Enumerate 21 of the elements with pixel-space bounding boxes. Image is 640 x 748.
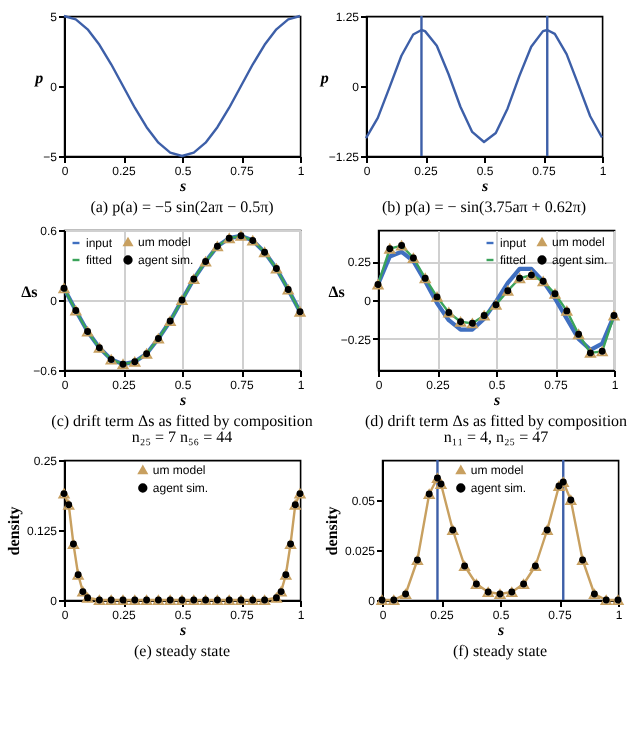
text: (e) steady state bbox=[134, 642, 231, 660]
text: (d) drift term Δs as fitted by composition bbox=[364, 412, 628, 430]
y-axis-title: p bbox=[33, 69, 44, 87]
text: (a) p(a) = −5 sin(2aπ − 0.5π) bbox=[90, 198, 275, 216]
text: (c) drift term Δs as fitted by composition bbox=[51, 412, 313, 430]
text: n₂₅ = 7 n₅₆ = 44 bbox=[131, 428, 233, 446]
text: n₁₁ = 4, n₂₅ = 47 bbox=[443, 428, 549, 446]
x-axis-title: s bbox=[177, 391, 187, 409]
y-axis-title: density bbox=[4, 506, 23, 556]
y-axis-title: p bbox=[318, 69, 329, 87]
x-axis-title: s bbox=[495, 621, 505, 639]
x-axis-title: s bbox=[177, 621, 187, 639]
text: (f) steady state bbox=[452, 642, 548, 660]
x-axis-title: s bbox=[491, 391, 501, 409]
line-series bbox=[62, 14, 302, 158]
text: (b) p(a) = − sin(3.75aπ + 0.62π) bbox=[381, 198, 587, 216]
y-axis-title: Δs bbox=[328, 283, 345, 301]
x-axis-title: s bbox=[177, 177, 187, 195]
y-axis-title: density bbox=[322, 506, 341, 556]
x-axis-title: s bbox=[479, 177, 489, 195]
y-axis-title: Δs bbox=[21, 283, 38, 301]
